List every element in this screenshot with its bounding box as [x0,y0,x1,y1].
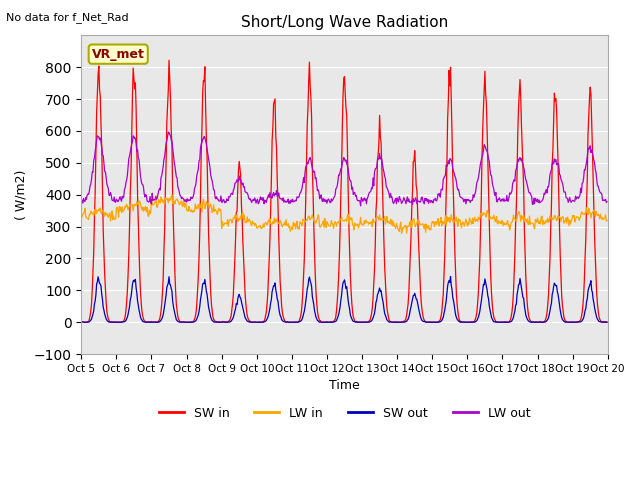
LW out [356,203,364,209]
SW out [195,309,203,314]
SW out [81,319,88,325]
LW out [223,196,230,202]
LW in [397,230,405,236]
LW in [168,192,176,198]
Title: Short/Long Wave Radiation: Short/Long Wave Radiation [241,15,448,30]
SW in [603,319,611,325]
LW out [603,199,611,204]
Line: SW out: SW out [81,276,607,322]
LW in [87,208,95,214]
Text: No data for f_Net_Rad: No data for f_Net_Rad [6,12,129,23]
LW out [141,194,148,200]
LW out [77,199,85,205]
Line: SW in: SW in [81,60,607,322]
SW out [88,316,95,322]
SW out [223,319,230,325]
SW in [87,308,95,314]
SW in [141,319,148,324]
SW out [424,319,432,325]
LW in [603,217,611,223]
X-axis label: Time: Time [329,379,360,392]
LW in [77,216,85,221]
SW in [409,189,417,194]
SW out [142,319,150,325]
Y-axis label: ( W/m2): ( W/m2) [15,169,28,220]
LW in [223,221,230,227]
LW out [425,201,433,206]
SW in [165,57,173,63]
Text: VR_met: VR_met [92,48,145,60]
LW out [410,196,417,202]
LW out [195,158,203,164]
Line: LW in: LW in [81,195,607,233]
SW in [195,255,203,261]
SW in [77,319,85,325]
SW in [223,319,230,325]
SW out [447,274,454,279]
Line: LW out: LW out [81,132,607,206]
LW out [164,129,172,135]
LW in [425,223,433,228]
SW out [409,297,417,302]
SW out [603,319,611,325]
SW in [424,319,432,325]
LW in [141,207,148,213]
LW out [87,181,95,187]
LW in [195,206,203,212]
SW out [77,319,85,325]
Legend: SW in, LW in, SW out, LW out: SW in, LW in, SW out, LW out [154,402,536,425]
LW in [410,216,417,222]
